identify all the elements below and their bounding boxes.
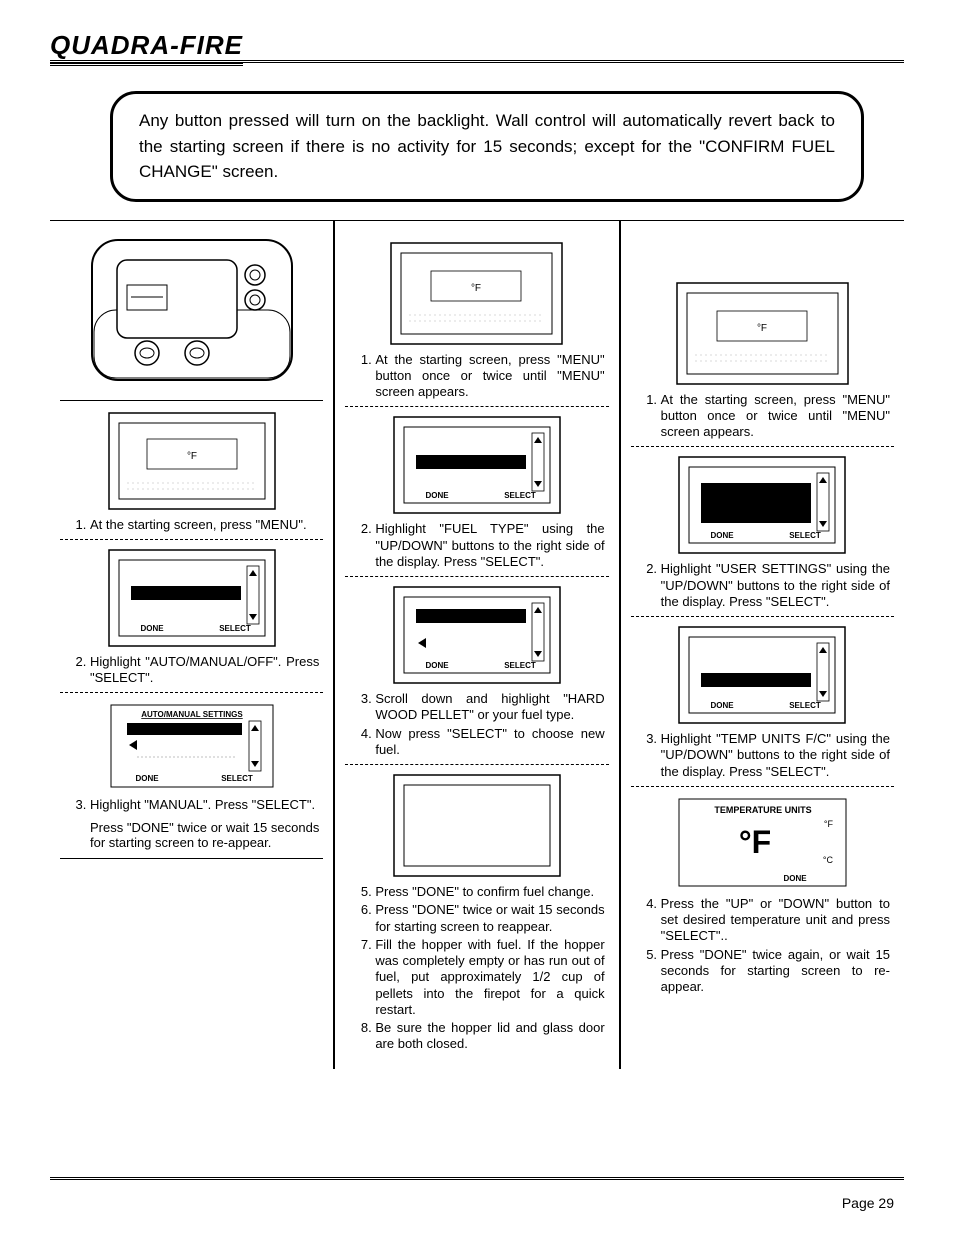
svg-text:°C: °C — [823, 855, 834, 865]
svg-text:DONE: DONE — [783, 874, 807, 883]
svg-text:DONE: DONE — [425, 661, 449, 670]
menu-screen-diagram-2b: DONE SELECT — [392, 585, 562, 685]
menu-screen-diagram-2a: DONE SELECT — [392, 415, 562, 515]
svg-text:°F: °F — [757, 323, 767, 334]
svg-text:°F: °F — [824, 819, 834, 829]
col3-steps-a: At the starting screen, press "MENU" but… — [631, 392, 894, 441]
wall-control-diagram — [87, 235, 297, 390]
col1-steps-c: Highlight "MANUAL". Press "SELECT". — [60, 797, 323, 813]
step: At the starting screen, press "MENU" but… — [661, 392, 894, 441]
svg-text:°F: °F — [739, 824, 771, 860]
menu-screen-diagram-1: DONE SELECT — [107, 548, 277, 648]
temp-units-screen-diagram: TEMPERATURE UNITS °F °F °C DONE — [675, 795, 850, 890]
col3-steps-d: Press the "UP" or "DOWN" button to set d… — [631, 896, 894, 996]
col3-steps-c: Highlight "TEMP UNITS F/C" using the "UP… — [631, 731, 894, 780]
starting-screen-diagram-3: °F — [675, 281, 850, 386]
step: Highlight "FUEL TYPE" using the "UP/DOWN… — [375, 521, 608, 570]
step: Press the "UP" or "DOWN" button to set d… — [661, 896, 894, 945]
brand-logo: QUADRA-FIRE — [50, 30, 243, 66]
svg-text:DONE: DONE — [711, 701, 735, 710]
column-1: °F At the starting screen, press "MENU".… — [50, 221, 335, 1069]
col1-steps-a: At the starting screen, press "MENU". — [60, 517, 323, 533]
col1-steps-b: Highlight "AUTO/MANUAL/OFF". Press "SELE… — [60, 654, 323, 687]
step: Scroll down and highlight "HARD WOOD PEL… — [375, 691, 608, 724]
svg-text:DONE: DONE — [140, 624, 164, 633]
svg-text:DONE: DONE — [711, 531, 735, 540]
svg-text:SELECT: SELECT — [790, 701, 822, 710]
page-number: Page 29 — [842, 1195, 894, 1211]
auto-manual-screen-diagram: AUTO/MANUAL SETTINGS DONE SELECT — [107, 701, 277, 791]
svg-text:SELECT: SELECT — [221, 774, 253, 783]
step: At the starting screen, press "MENU". — [90, 517, 323, 533]
starting-screen-diagram-2: °F — [389, 241, 564, 346]
instruction-grid: °F At the starting screen, press "MENU".… — [50, 220, 904, 1069]
brand-bar: QUADRA-FIRE — [50, 30, 904, 63]
step: Highlight "AUTO/MANUAL/OFF". Press "SELE… — [90, 654, 323, 687]
step: At the starting screen, press "MENU" but… — [375, 352, 608, 401]
svg-text:°F: °F — [471, 283, 481, 294]
svg-text:SELECT: SELECT — [504, 661, 536, 670]
starting-screen-diagram-1: °F — [107, 411, 277, 511]
step: Press "DONE" twice again, or wait 15 sec… — [661, 947, 894, 996]
svg-text:DONE: DONE — [425, 491, 449, 500]
step: Press "DONE" to confirm fuel change. — [375, 884, 608, 900]
step: Highlight "MANUAL". Press "SELECT". — [90, 797, 323, 813]
menu-screen-diagram-3b: DONE SELECT — [677, 625, 847, 725]
page-footer-rule — [50, 1177, 904, 1180]
step: Be sure the hopper lid and glass door ar… — [375, 1020, 608, 1053]
svg-text:AUTO/MANUAL SETTINGS: AUTO/MANUAL SETTINGS — [141, 710, 243, 719]
svg-text:°F: °F — [187, 451, 197, 462]
svg-text:TEMPERATURE UNITS: TEMPERATURE UNITS — [714, 805, 811, 815]
blank-screen-diagram — [392, 773, 562, 878]
step: Highlight "USER SETTINGS" using the "UP/… — [661, 561, 894, 610]
svg-text:SELECT: SELECT — [790, 531, 822, 540]
step: Highlight "TEMP UNITS F/C" using the "UP… — [661, 731, 894, 780]
note-box: Any button pressed will turn on the back… — [110, 91, 864, 202]
svg-text:SELECT: SELECT — [504, 491, 536, 500]
col2-steps-c: Scroll down and highlight "HARD WOOD PEL… — [345, 691, 608, 758]
col2-steps-b: Highlight "FUEL TYPE" using the "UP/DOWN… — [345, 521, 608, 570]
step: Fill the hopper with fuel. If the hopper… — [375, 937, 608, 1018]
col2-steps-d: Press "DONE" to confirm fuel change. Pre… — [345, 884, 608, 1053]
column-2: °F At the starting screen, press "MENU" … — [335, 221, 620, 1069]
svg-text:DONE: DONE — [135, 774, 159, 783]
column-3: °F At the starting screen, press "MENU" … — [621, 221, 904, 1069]
col1-tail: Press "DONE" twice or wait 15 seconds fo… — [60, 820, 323, 850]
menu-screen-diagram-3a: DONE SELECT — [677, 455, 847, 555]
step: Press "DONE" twice or wait 15 seconds fo… — [375, 902, 608, 935]
step: Now press "SELECT" to choose new fuel. — [375, 726, 608, 759]
col3-steps-b: Highlight "USER SETTINGS" using the "UP/… — [631, 561, 894, 610]
col2-steps-a: At the starting screen, press "MENU" but… — [345, 352, 608, 401]
svg-text:SELECT: SELECT — [219, 624, 251, 633]
